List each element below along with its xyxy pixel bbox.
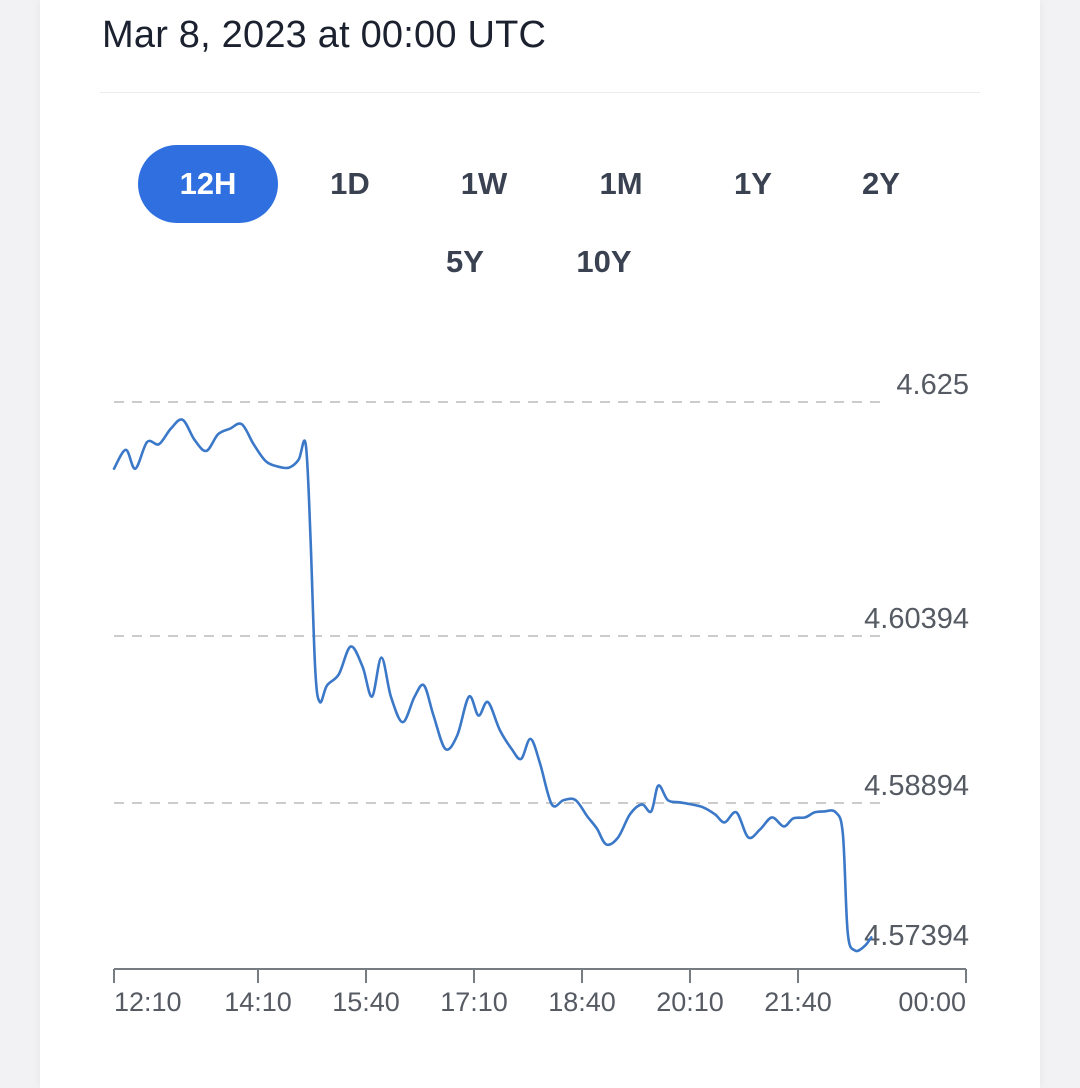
range-button-2y[interactable]: 2Y	[862, 166, 900, 201]
range-button-1m[interactable]: 1M	[599, 166, 643, 201]
y-tick-label: 4.60394	[864, 603, 969, 635]
range-button-12h[interactable]: 12H	[138, 145, 278, 223]
y-tick-label: 4.625	[896, 369, 969, 401]
range-button-5y[interactable]: 5Y	[446, 244, 484, 279]
x-tick-label: 21:40	[764, 987, 832, 1017]
header-divider	[100, 92, 980, 93]
x-tick-label: 15:40	[332, 987, 400, 1017]
x-tick-label: 18:40	[548, 987, 616, 1017]
selected-timestamp: Mar 8, 2023 at 00:00 UTC	[102, 14, 547, 56]
x-tick-label: 20:10	[656, 987, 724, 1017]
y-tick-label: 4.57394	[864, 920, 969, 952]
x-tick-label: 14:10	[224, 987, 292, 1017]
y-tick-label: 4.58894	[864, 770, 969, 802]
range-button-1w[interactable]: 1W	[460, 166, 508, 201]
range-button-1y[interactable]: 1Y	[734, 166, 772, 201]
x-tick-label: 00:00	[898, 987, 966, 1017]
range-button-10y[interactable]: 10Y	[576, 244, 632, 279]
x-tick-label: 17:10	[440, 987, 508, 1017]
range-button-1d[interactable]: 1D	[330, 166, 370, 201]
x-tick-label: 12:10	[114, 987, 182, 1017]
price-series-line	[112, 418, 873, 953]
